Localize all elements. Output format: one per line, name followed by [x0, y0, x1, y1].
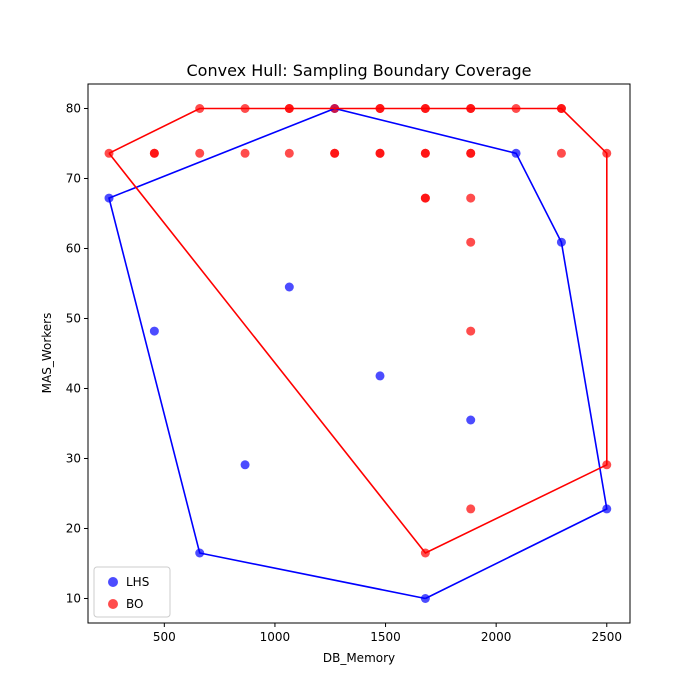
point-bo — [240, 148, 250, 158]
point-bo — [195, 148, 205, 158]
y-tick-label: 60 — [66, 242, 81, 256]
y-axis-ticks: 10 20 30 40 50 60 70 80 — [66, 102, 88, 606]
point-lhs — [240, 460, 250, 470]
point-bo — [466, 237, 476, 247]
y-tick-label: 70 — [66, 172, 81, 186]
scatter-points — [104, 104, 612, 603]
point-bo — [284, 148, 294, 158]
point-lhs — [375, 371, 385, 381]
point-bo — [330, 148, 340, 158]
point-bo — [420, 193, 430, 203]
x-tick-label: 2000 — [481, 630, 512, 644]
point-bo — [466, 326, 476, 336]
legend-label-bo: BO — [126, 597, 143, 611]
y-tick-label: 50 — [66, 312, 81, 326]
point-bo — [556, 148, 566, 158]
legend-label-lhs: LHS — [126, 575, 149, 589]
y-tick-label: 80 — [66, 102, 81, 116]
hull-line-bo — [108, 107, 608, 555]
hull-line-lhs — [108, 107, 608, 600]
y-axis-label: MAS_Workers — [40, 313, 54, 394]
plot-area — [104, 104, 612, 603]
point-lhs — [466, 415, 476, 425]
point-bo — [466, 504, 476, 514]
legend-marker-lhs — [108, 577, 118, 587]
point-bo — [420, 148, 430, 158]
point-bo — [466, 148, 476, 158]
y-tick-label: 10 — [66, 592, 81, 606]
chart-title: Convex Hull: Sampling Boundary Coverage — [187, 61, 532, 80]
point-lhs — [149, 326, 159, 336]
x-axis-ticks: 500 1000 1500 2000 2500 — [153, 623, 622, 644]
x-tick-label: 2500 — [591, 630, 622, 644]
y-tick-label: 40 — [66, 382, 81, 396]
hull-lines — [108, 107, 608, 600]
x-tick-label: 500 — [153, 630, 176, 644]
x-axis-label: DB_Memory — [323, 651, 395, 665]
y-tick-label: 30 — [66, 452, 81, 466]
x-tick-label: 1500 — [370, 630, 401, 644]
point-bo — [466, 193, 476, 203]
legend: LHS BO — [93, 566, 171, 618]
legend-marker-bo — [108, 599, 118, 609]
axes-frame — [87, 83, 631, 624]
x-tick-label: 1000 — [260, 630, 291, 644]
y-tick-label: 20 — [66, 522, 81, 536]
point-bo — [149, 148, 159, 158]
point-bo — [375, 148, 385, 158]
point-lhs — [284, 282, 294, 292]
